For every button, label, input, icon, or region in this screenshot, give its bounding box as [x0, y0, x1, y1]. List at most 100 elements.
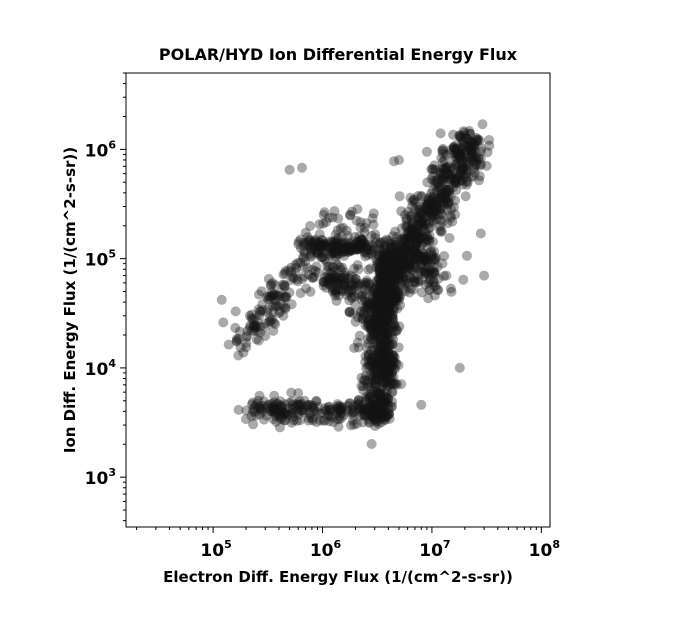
data-point	[380, 291, 390, 301]
data-point	[419, 251, 430, 262]
data-point	[381, 393, 392, 404]
data-point	[369, 327, 380, 338]
data-point	[403, 248, 414, 259]
data-point	[368, 407, 379, 418]
data-point	[249, 323, 260, 334]
data-point	[375, 393, 385, 404]
data-point	[342, 230, 353, 241]
data-point	[424, 274, 435, 285]
data-point	[333, 240, 343, 251]
data-point	[375, 394, 386, 405]
data-point	[392, 251, 403, 262]
data-point	[398, 253, 409, 264]
y-tick-label: 104	[85, 357, 117, 380]
data-point	[347, 271, 358, 282]
data-point	[279, 408, 290, 419]
data-point	[375, 363, 386, 374]
data-point	[390, 271, 401, 282]
data-point	[375, 302, 386, 313]
data-point	[247, 325, 257, 336]
data-point	[277, 402, 288, 413]
data-point	[443, 199, 453, 210]
data-point	[388, 255, 399, 265]
data-point	[360, 251, 371, 262]
data-point	[405, 225, 416, 236]
data-point	[386, 320, 397, 330]
data-point	[455, 166, 466, 177]
data-point	[370, 290, 381, 301]
data-point	[333, 406, 344, 417]
data-point	[455, 152, 466, 162]
data-point	[404, 233, 415, 244]
data-point	[368, 301, 379, 312]
data-point	[329, 279, 340, 290]
data-point	[412, 220, 423, 231]
data-point	[458, 146, 469, 157]
data-point	[247, 399, 257, 410]
data-point	[380, 271, 391, 282]
data-point	[387, 339, 398, 350]
data-point	[341, 289, 352, 300]
data-point	[406, 233, 417, 244]
data-point	[335, 239, 346, 250]
data-point	[330, 275, 341, 286]
data-point	[313, 246, 324, 257]
data-point	[446, 286, 457, 297]
data-point	[434, 193, 445, 204]
data-point	[416, 250, 427, 261]
data-point	[352, 401, 363, 412]
data-point	[427, 215, 438, 226]
data-point	[385, 269, 396, 280]
data-point	[355, 239, 366, 250]
data-point	[377, 407, 388, 418]
data-point	[396, 223, 407, 234]
data-point	[479, 270, 490, 281]
data-point	[451, 161, 462, 172]
data-point	[385, 299, 396, 310]
data-point	[378, 390, 389, 401]
data-point	[386, 330, 397, 341]
data-point	[298, 405, 309, 416]
data-point	[293, 398, 303, 409]
data-point	[369, 301, 380, 312]
data-point	[381, 310, 392, 321]
data-point	[298, 240, 309, 251]
data-point	[447, 163, 458, 174]
data-point	[375, 306, 386, 317]
data-point	[429, 254, 440, 265]
data-point	[263, 291, 274, 302]
data-point	[416, 238, 427, 249]
data-point	[382, 360, 393, 371]
data-point	[407, 257, 418, 268]
data-point	[383, 295, 394, 306]
data-point	[399, 258, 410, 269]
data-point	[390, 281, 401, 292]
data-point	[291, 262, 302, 273]
data-point	[441, 184, 452, 195]
data-point	[381, 353, 392, 364]
data-point	[337, 231, 347, 242]
data-point	[383, 296, 394, 306]
data-point	[363, 239, 374, 250]
data-point	[375, 294, 386, 305]
data-point	[399, 234, 410, 245]
data-point	[388, 334, 399, 345]
data-point	[469, 164, 479, 174]
data-point	[367, 402, 378, 413]
data-point	[436, 189, 447, 200]
data-point	[384, 273, 395, 284]
data-point	[357, 408, 368, 419]
data-point	[364, 391, 375, 402]
data-point	[370, 408, 381, 419]
x-axis-label: Electron Diff. Energy Flux (1/(cm^2-s-sr…	[163, 568, 513, 586]
data-point	[453, 149, 464, 160]
data-point	[339, 250, 350, 261]
data-point	[397, 255, 408, 266]
data-point	[359, 227, 370, 238]
data-point	[405, 272, 416, 283]
data-point	[383, 404, 394, 415]
data-point	[469, 145, 480, 155]
data-point	[334, 404, 345, 415]
data-point	[361, 409, 372, 420]
data-point	[442, 192, 453, 203]
